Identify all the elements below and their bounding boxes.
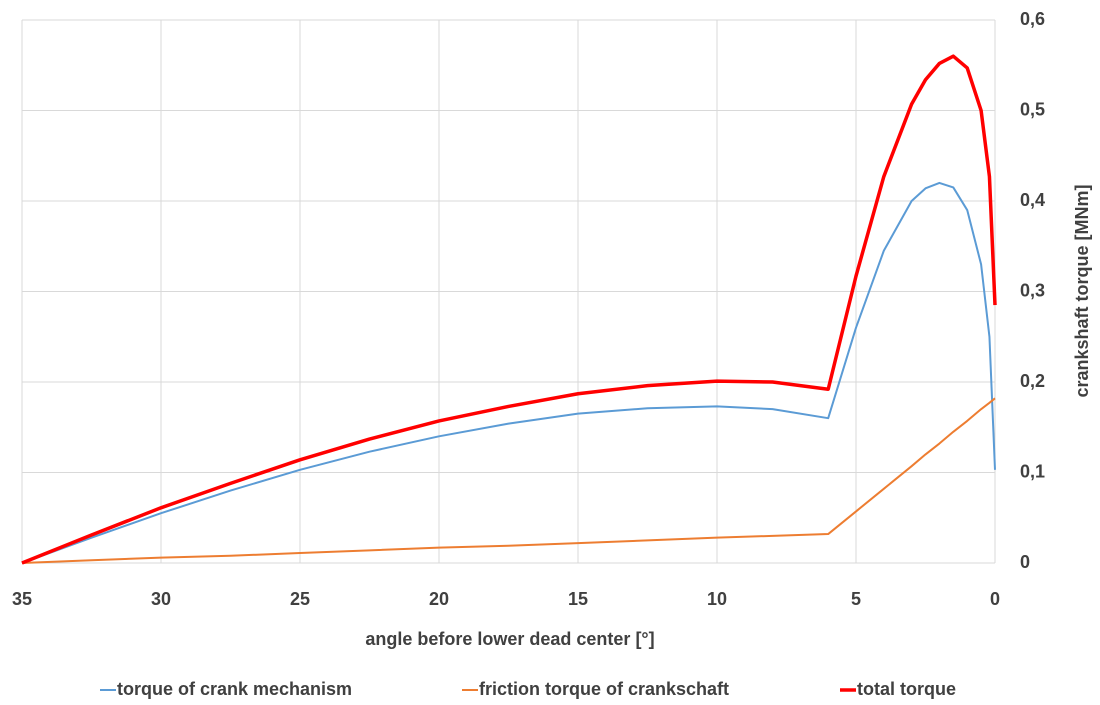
x-tick-label: 25 — [290, 589, 310, 609]
y-tick-label: 0,4 — [1020, 190, 1045, 210]
legend-label: torque of crank mechanism — [117, 679, 352, 699]
series-line — [21, 397, 996, 564]
x-tick-label: 5 — [851, 589, 861, 609]
x-tick-label: 20 — [429, 589, 449, 609]
y-tick-label: 0,1 — [1020, 461, 1045, 481]
legend-label: total torque — [857, 679, 956, 699]
y-tick-label: 0,5 — [1020, 99, 1045, 119]
legend-label: friction torque of crankschaft — [479, 679, 729, 699]
x-tick-label: 0 — [990, 589, 1000, 609]
y-tick-label: 0,6 — [1020, 9, 1045, 29]
x-tick-label: 30 — [151, 589, 171, 609]
x-tick-label: 15 — [568, 589, 588, 609]
y-axis-title: crankshaft torque [MNm] — [1072, 184, 1092, 397]
series-line — [21, 54, 997, 565]
y-tick-label: 0 — [1020, 552, 1030, 572]
x-axis-title: angle before lower dead center [°] — [365, 629, 654, 649]
y-tick-label: 0,2 — [1020, 371, 1045, 391]
y-tick-label: 0,3 — [1020, 280, 1045, 300]
series-line — [21, 181, 996, 564]
x-tick-label: 35 — [12, 589, 32, 609]
x-tick-label: 10 — [707, 589, 727, 609]
